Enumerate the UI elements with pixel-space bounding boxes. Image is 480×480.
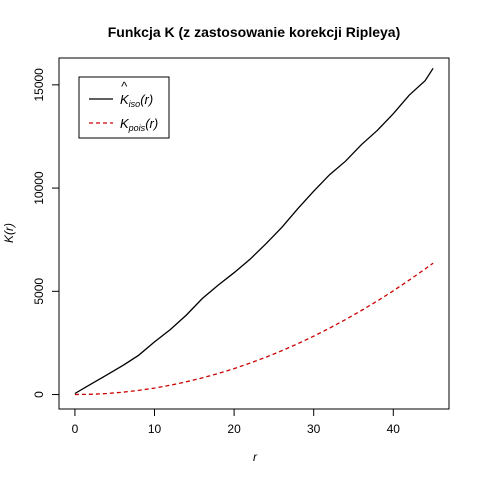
x-tick-label: 20: [227, 422, 241, 436]
plot-series: [74, 67, 434, 396]
series-line-k-pois: [74, 262, 434, 396]
legend: Kiso(r)^ Kpois(r): [78, 76, 170, 139]
chart-title: Funkcja K (z zastosowanie korekcji Riple…: [108, 24, 401, 40]
legend-hat-mark: ^: [121, 79, 128, 94]
x-tick-label: 0: [72, 422, 79, 436]
legend-label-k-pois: Kpois(r): [120, 116, 158, 133]
y-axis-label: K(r): [2, 223, 16, 243]
axes: 0 10 20 30 40 0 5000 10000 15000: [32, 57, 450, 436]
x-axis-label: r: [253, 450, 258, 464]
y-tick-label: 10000: [32, 171, 46, 205]
y-tick-label: 0: [32, 391, 46, 398]
legend-box: [78, 76, 170, 139]
legend-label-k-iso: Kiso(r): [120, 92, 153, 109]
x-tick-label: 10: [148, 422, 162, 436]
y-tick-label: 15000: [32, 68, 46, 102]
x-tick-label: 40: [387, 422, 401, 436]
x-tick-label: 30: [307, 422, 321, 436]
y-tick-label: 5000: [32, 278, 46, 305]
series-line-k-iso: [74, 67, 434, 395]
